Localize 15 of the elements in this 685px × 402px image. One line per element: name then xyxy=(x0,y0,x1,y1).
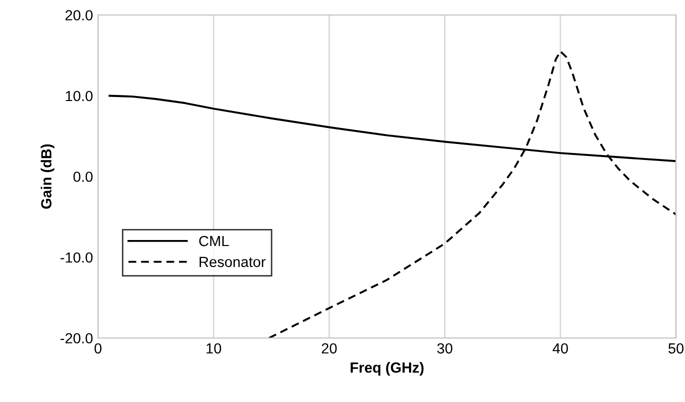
x-axis-title: Freq (GHz) xyxy=(350,362,424,376)
x-tick-label: 20 xyxy=(322,343,337,354)
legend-label: Resonator xyxy=(200,256,266,268)
x-tick-label: 50 xyxy=(668,343,684,354)
y-axis-title: Gain (dB) xyxy=(40,144,54,209)
y-tick-label: -10.0 xyxy=(60,252,93,263)
y-tick-label: -20.0 xyxy=(60,333,93,344)
y-tick-label: 20.0 xyxy=(65,10,93,20)
y-tick-label: 0.0 xyxy=(73,172,93,182)
x-tick-label: 30 xyxy=(437,343,452,354)
x-tick-label: 0 xyxy=(94,343,102,354)
x-tick-label: 40 xyxy=(552,343,568,354)
legend-label: CML xyxy=(199,236,229,246)
x-tick-label: 10 xyxy=(206,343,222,354)
y-tick-label: 10.0 xyxy=(66,90,93,102)
